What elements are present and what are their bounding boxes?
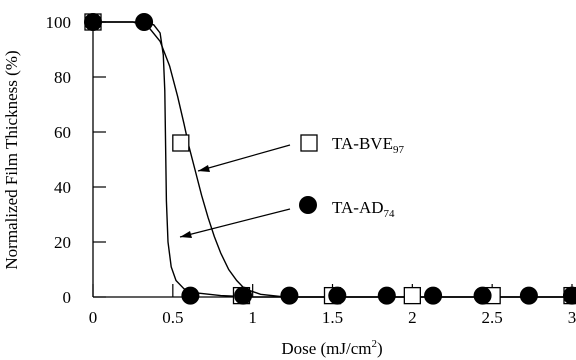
x-tick-label: 0 (89, 308, 98, 327)
arrow-ta-ad (179, 208, 291, 238)
fit-curve-series-0 (93, 21, 572, 298)
data-point-series-1 (563, 286, 576, 305)
data-point-series-0 (172, 134, 190, 152)
data-point-series-1 (135, 13, 154, 31)
y-tick-label: 0 (63, 288, 72, 307)
legend: TA-BVE97 TA-AD74 (299, 134, 404, 220)
arrow-ta-bve (197, 144, 291, 172)
data-point-series-0 (403, 286, 421, 305)
legend-marker-ta-bve (300, 134, 318, 152)
data-point-series-1 (234, 286, 253, 305)
legend-label-ta-bve: TA-BVE97 (332, 134, 404, 156)
legend-label-ta-ad: TA-AD74 (332, 198, 395, 220)
data-point-series-1 (424, 286, 443, 305)
x-tick-label: 0.5 (162, 308, 183, 327)
annotations (179, 144, 291, 238)
arrowhead-ta-bve (198, 165, 210, 172)
y-tick-label: 80 (54, 68, 71, 87)
legend-marker-ta-ad (299, 196, 317, 214)
data-points (84, 13, 576, 305)
y-tick-label: 60 (54, 123, 71, 142)
y-tick-label: 40 (54, 178, 71, 197)
data-point-series-1 (84, 13, 102, 31)
data-point-series-1 (473, 286, 492, 305)
fit-curve-series-1 (93, 21, 572, 298)
y-tick-label: 20 (54, 233, 71, 252)
x-axis-title: Dose (mJ/cm2) (281, 338, 382, 358)
fit-curves (93, 21, 572, 298)
x-tick-label: 1.5 (322, 308, 343, 327)
x-tick-label: 1 (248, 308, 257, 327)
data-point-series-1 (377, 286, 396, 305)
data-point-series-1 (519, 286, 538, 305)
ticks: 0 0.5 1 1.5 2 2.5 3 0 20 40 60 80 100 (46, 13, 576, 327)
data-point-series-1 (181, 286, 200, 305)
y-axis-title: Normalized Film Thickness (%) (2, 50, 21, 269)
x-tick-label: 3 (568, 308, 576, 327)
data-point-series-1 (280, 286, 299, 305)
data-point-series-1 (328, 286, 347, 305)
y-tick-label: 100 (46, 13, 72, 32)
x-tick-label: 2 (408, 308, 417, 327)
axes (92, 22, 572, 298)
arrowhead-ta-ad (180, 231, 192, 238)
x-tick-label: 2.5 (482, 308, 503, 327)
